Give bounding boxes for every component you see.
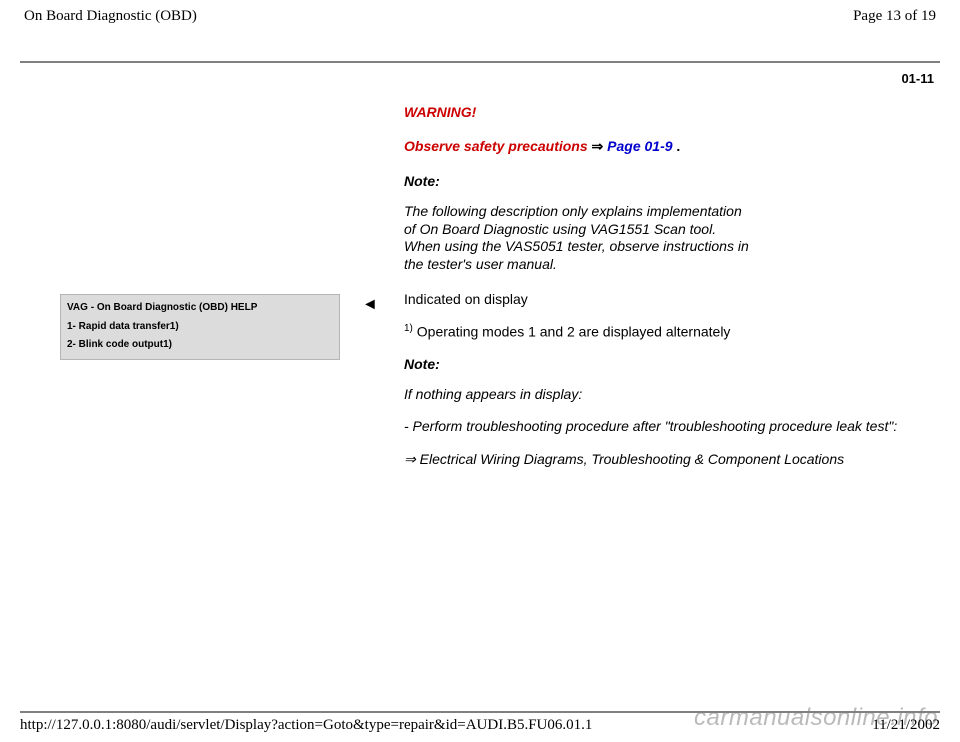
left-column: VAG - On Board Diagnostic (OBD) HELP 1- … <box>60 104 340 360</box>
precaution-line: Observe safety precautions ⇒ Page 01-9 . <box>404 138 940 155</box>
note-title-2: Note: <box>404 356 940 372</box>
reference-line: ⇒ Electrical Wiring Diagrams, Troublesho… <box>404 451 940 468</box>
marker-column: ◄ <box>362 104 382 314</box>
arrow-icon: ⇒ <box>592 138 604 154</box>
footnote-sup: 1) <box>404 323 413 334</box>
warning-title: WARNING! <box>404 104 940 120</box>
footnote-text: Operating modes 1 and 2 are displayed al… <box>413 324 731 340</box>
ref-text: Electrical Wiring Diagrams, Troubleshoot… <box>416 451 844 467</box>
page-container: On Board Diagnostic (OBD) Page 13 of 19 … <box>0 0 960 742</box>
footer-date: 11/21/2002 <box>872 717 940 734</box>
right-column: WARNING! Observe safety precautions ⇒ Pa… <box>404 104 940 468</box>
page-number: 01-11 <box>20 71 940 86</box>
content-area: VAG - On Board Diagnostic (OBD) HELP 1- … <box>20 104 940 468</box>
display-line-1: VAG - On Board Diagnostic (OBD) HELP <box>67 299 333 318</box>
display-line-3: 2- Blink code output1) <box>67 336 333 355</box>
footer-url: http://127.0.0.1:8080/audi/servlet/Displ… <box>20 717 592 734</box>
note-body-2: If nothing appears in display: <box>404 386 940 402</box>
header-title: On Board Diagnostic (OBD) <box>24 8 197 25</box>
display-line-2: 1- Rapid data transfer1) <box>67 318 333 337</box>
indicated-label: Indicated on display <box>404 291 940 307</box>
vag-display-box: VAG - On Board Diagnostic (OBD) HELP 1- … <box>60 294 340 360</box>
note-body-1: The following description only explains … <box>404 203 754 273</box>
pointer-icon: ◄ <box>362 296 378 313</box>
bullet-line: - Perform troubleshooting procedure afte… <box>404 418 940 436</box>
header-divider <box>20 61 940 63</box>
page-link[interactable]: Page 01-9 <box>603 138 676 154</box>
ref-arrow-icon: ⇒ <box>404 451 416 467</box>
note-title-1: Note: <box>404 173 940 189</box>
precaution-text: Observe safety precautions <box>404 138 592 154</box>
footer-row: http://127.0.0.1:8080/audi/servlet/Displ… <box>20 711 940 734</box>
header-page-indicator: Page 13 of 19 <box>853 8 936 25</box>
header-row: On Board Diagnostic (OBD) Page 13 of 19 <box>20 8 940 25</box>
precaution-dot: . <box>676 138 680 154</box>
footnote-line: 1) Operating modes 1 and 2 are displayed… <box>404 323 940 340</box>
